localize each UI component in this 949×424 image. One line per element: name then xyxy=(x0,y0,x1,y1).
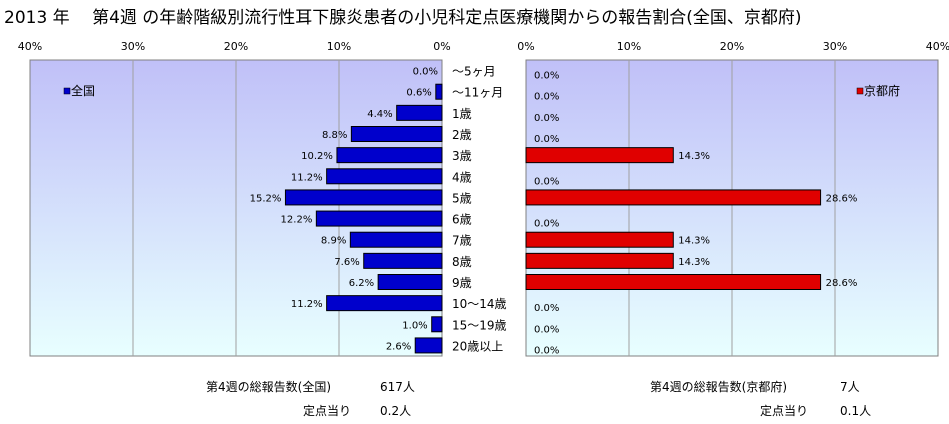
national-legend-swatch xyxy=(63,87,71,95)
page-title: 2013 年 第4週 の年齢階級別流行性耳下腺炎患者の小児科定点医療機関からの報… xyxy=(4,8,802,28)
national-bar xyxy=(350,126,443,142)
category-label: 15～19歳 xyxy=(452,318,507,332)
kyoto-total-label: 第4週の総報告数(京都府) xyxy=(650,380,787,394)
kyoto-data-label: 14.3% xyxy=(678,257,710,268)
national-data-label: 12.2% xyxy=(281,215,313,226)
category-label: 2歳 xyxy=(452,128,472,142)
kyoto-data-label: 0.0% xyxy=(534,219,559,230)
category-label: ～11ヶ月 xyxy=(452,86,503,100)
category-label: ～5ヶ月 xyxy=(452,65,496,79)
kyoto-data-label: 14.3% xyxy=(678,151,710,162)
national-bar xyxy=(435,83,443,100)
national-bar xyxy=(326,295,443,312)
national-data-label: 0.0% xyxy=(413,67,438,78)
category-labels: ～5ヶ月 ～11ヶ月 1歳 2歳 3歳 4歳 5歳 6歳 7歳 8歳 9歳 10～14歳 15～19歳 2… xyxy=(452,65,507,354)
kyoto-bar xyxy=(525,274,822,290)
national-tick-label: 20% xyxy=(224,40,248,53)
national-bar xyxy=(315,210,443,227)
national-data-label: 0.6% xyxy=(406,88,431,99)
kyoto-bar xyxy=(525,252,674,269)
national-data-label: 4.4% xyxy=(367,109,392,120)
national-data-label: 10.2% xyxy=(301,151,333,162)
national-data-label: 11.2% xyxy=(291,299,323,310)
national-tick-label: 40% xyxy=(18,40,42,53)
category-label: 5歳 xyxy=(452,191,472,205)
national-data-label: 6.2% xyxy=(349,278,374,289)
kyoto-tick-label: 0% xyxy=(517,40,534,53)
national-chart: 40% 30% 20% 10% 0% 0.0% 0.6% 4.4% 8.8% 10.2% 11.2%… xyxy=(18,40,451,357)
kyoto-data-label: 14.3% xyxy=(678,236,710,247)
kyoto-tick-label: 40% xyxy=(926,40,949,53)
kyoto-data-label: 0.0% xyxy=(534,134,559,145)
category-label: 6歳 xyxy=(452,213,472,227)
national-bar xyxy=(377,274,443,290)
kyoto-legend-label: 京都府 xyxy=(864,83,900,98)
kyoto-data-label: 0.0% xyxy=(534,303,559,314)
national-tick-label: 30% xyxy=(121,40,145,53)
national-data-label: 11.2% xyxy=(291,172,323,183)
national-bar xyxy=(396,104,443,121)
kyoto-data-label: 0.0% xyxy=(534,71,559,82)
kyoto-bar xyxy=(525,147,674,164)
national-total-value: 617人 xyxy=(380,380,415,394)
kyoto-data-label: 0.0% xyxy=(534,324,559,335)
kyoto-tick-label: 30% xyxy=(823,40,847,53)
category-label: 7歳 xyxy=(452,234,472,248)
national-legend-label: 全国 xyxy=(71,83,95,98)
national-bar xyxy=(326,168,443,185)
national-tick-label: 10% xyxy=(327,40,351,53)
kyoto-data-label: 0.0% xyxy=(534,92,559,103)
national-per-label: 定点当り xyxy=(303,404,352,418)
national-tick-label: 0% xyxy=(433,40,450,53)
kyoto-per-label: 定点当り xyxy=(760,404,809,418)
kyoto-data-label: 0.0% xyxy=(534,345,559,356)
national-data-label: 8.8% xyxy=(322,130,347,141)
kyoto-data-label: 0.0% xyxy=(534,176,559,187)
national-bar xyxy=(336,147,443,164)
chart-canvas: 40% 30% 20% 10% 0% 0.0% 0.6% 4.4% 8.8% 10.2% 11.2%… xyxy=(18,40,949,357)
kyoto-total-value: 7人 xyxy=(840,380,860,394)
national-data-label: 1.0% xyxy=(402,320,427,331)
national-data-label: 15.2% xyxy=(250,193,282,204)
kyoto-tick-label: 10% xyxy=(617,40,641,53)
national-bar xyxy=(363,252,443,269)
kyoto-data-label: 28.6% xyxy=(826,193,858,204)
national-bar xyxy=(349,231,443,248)
category-label: 9歳 xyxy=(452,276,472,290)
national-bar xyxy=(414,337,443,354)
national-total-label: 第4週の総報告数(全国) xyxy=(206,380,331,394)
category-label: 10～14歳 xyxy=(452,297,507,311)
kyoto-tick-label: 20% xyxy=(720,40,744,53)
national-data-label: 7.6% xyxy=(334,257,359,268)
kyoto-bar xyxy=(525,231,674,248)
category-label: 8歳 xyxy=(452,255,472,269)
kyoto-data-label: 0.0% xyxy=(534,113,559,124)
national-per-value: 0.2人 xyxy=(380,404,412,418)
kyoto-data-label: 28.6% xyxy=(826,278,858,289)
kyoto-legend-swatch xyxy=(856,87,864,95)
category-label: 3歳 xyxy=(452,149,472,163)
category-label: 1歳 xyxy=(452,107,472,121)
national-data-label: 8.9% xyxy=(321,236,346,247)
category-label: 4歳 xyxy=(452,170,472,184)
national-bar xyxy=(431,316,443,333)
national-data-label: 2.6% xyxy=(386,341,411,352)
category-label: 20歳以上 xyxy=(452,339,503,353)
national-bar xyxy=(284,189,443,206)
kyoto-bar xyxy=(525,189,822,206)
kyoto-chart: 0% 10% 20% 30% 40% 0.0% 0.0% 0.0% 0.0% 14.3% 0.0% 2… xyxy=(517,40,949,357)
kyoto-per-value: 0.1人 xyxy=(840,404,872,418)
